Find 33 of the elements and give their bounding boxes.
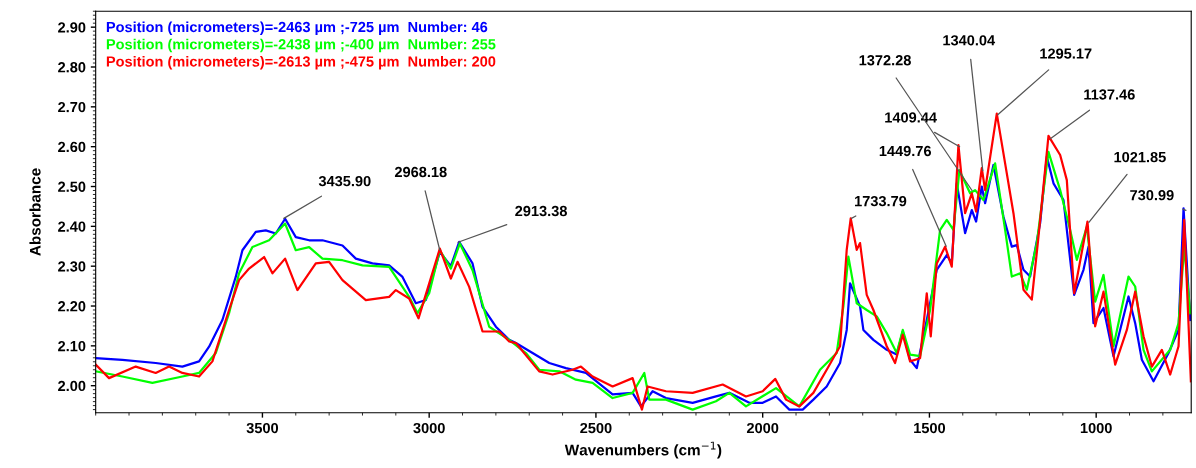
annotation: 1409.44: [885, 112, 937, 123]
annotation: 3435.90: [318, 175, 371, 187]
text: Position (micrometers)=-2438 µm ;-400 µm Number: 255: [106, 38, 496, 53]
annotation: 2968.18: [394, 166, 447, 178]
y-tick-label: 2.80: [58, 62, 86, 73]
annotation: 1295.17: [1040, 48, 1092, 59]
annotation: 2913.38: [515, 205, 567, 217]
annotation: 1340.04: [943, 35, 996, 46]
annotation: 1137.46: [1084, 89, 1135, 100]
annotation: 1021.85: [1114, 151, 1166, 163]
annotation: 730.99: [1130, 190, 1174, 201]
annotation: 1733.79: [855, 195, 907, 207]
y-tick-label: 2.40: [58, 221, 86, 232]
annotation: 1372.28: [859, 55, 911, 66]
x-tick-label: 2000: [746, 422, 779, 434]
y-tick-label: 2.30: [58, 261, 86, 272]
x-tick-label: 3500: [246, 422, 279, 434]
text: Position (micrometers)=-2463 µm ;-725 µm Number: 46: [106, 21, 488, 36]
y-tick-label: 2.60: [58, 141, 86, 153]
x-tick-label: 1000: [1080, 422, 1112, 434]
annotation: 1449.76: [879, 145, 932, 157]
y-tick-label: 2.50: [58, 181, 86, 192]
x-axis-title: Wavenumbers (cm$^{−1}$): [564, 441, 722, 459]
y-tick-label: 2.90: [58, 22, 86, 33]
y-tick-label: 2.70: [58, 101, 86, 113]
y-tick-label: 2.20: [58, 301, 86, 312]
x-tick-label: 2500: [580, 422, 612, 434]
y-tick-label: 2.10: [58, 340, 86, 352]
x-tick-label: 3000: [413, 422, 445, 434]
y-axis-title: Absorbance: [29, 168, 41, 256]
y-tick-label: 2.00: [58, 380, 86, 392]
x-tick-label: 1500: [914, 422, 946, 434]
text: Position (micrometers)=-2613 µm ;-475 µm Number: 200: [106, 55, 496, 70]
